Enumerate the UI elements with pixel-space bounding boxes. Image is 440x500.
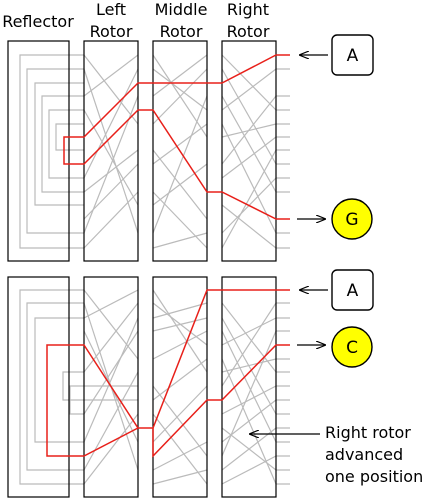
bottom-left-rotor-box	[83, 276, 139, 498]
bottom-middle-rotor-box	[152, 276, 208, 498]
top-input-key	[331, 34, 374, 76]
right-rotor-label-line1: Right	[227, 0, 269, 19]
middle-rotor-label-line1: Middle	[155, 0, 208, 19]
bottom-gray-wiring	[19, 289, 290, 485]
bottom-output-letter: C	[346, 338, 358, 358]
top-left-rotor-box	[83, 40, 139, 262]
bottom-output-lamp	[331, 326, 373, 368]
reflector-label: Reflector	[2, 12, 74, 31]
top-diagram: A G	[7, 34, 374, 262]
annotation-line2: advanced	[325, 445, 403, 464]
bottom-input-letter: A	[347, 281, 359, 301]
top-input-letter: A	[347, 46, 359, 66]
left-rotor-label-line2: Rotor	[90, 22, 133, 41]
middle-rotor-label-line2: Rotor	[160, 22, 203, 41]
bottom-input-key	[331, 269, 374, 311]
top-middle-rotor-box	[152, 40, 208, 262]
top-signal-path	[63, 54, 290, 220]
bottom-diagram: A C Right rotor advanced one position	[7, 269, 423, 498]
right-rotor-label-line2: Rotor	[227, 22, 270, 41]
annotation-line3: one position	[325, 467, 423, 486]
top-output-lamp	[331, 198, 373, 240]
top-output-letter: G	[345, 210, 358, 230]
top-reflector-box	[7, 40, 70, 262]
left-rotor-label-line1: Left	[96, 0, 126, 19]
top-gray-wiring	[19, 54, 290, 249]
bottom-signal-path	[46, 289, 290, 458]
bottom-right-rotor-box	[221, 276, 277, 498]
annotation-line1: Right rotor	[325, 423, 411, 442]
top-right-rotor-box	[221, 40, 277, 262]
bottom-reflector-box	[7, 276, 70, 498]
